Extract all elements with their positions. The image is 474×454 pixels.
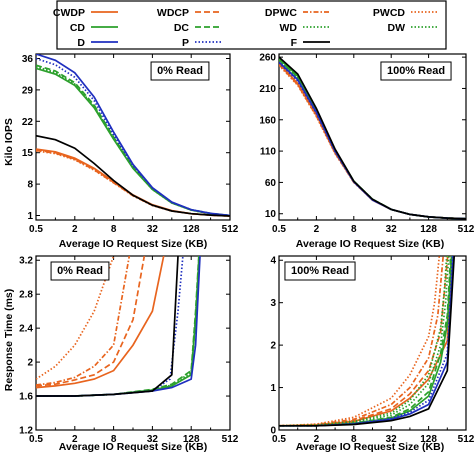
panel-2-xtick-label: 8: [111, 434, 117, 445]
legend-label-dpwc: DPWC: [265, 7, 297, 19]
panel-3-xtick-label: 512: [458, 434, 474, 445]
panel-2-xtick-label: 512: [222, 434, 239, 445]
panel-3-xtick-label: 2: [314, 434, 320, 445]
row1-ylabel: Kilo IOPS: [3, 118, 15, 166]
panel-1-ytick-label: 110: [260, 147, 277, 158]
panel-0-ytick-label: 29: [22, 85, 34, 96]
panel-2-ytick-label: 2.8: [19, 290, 33, 301]
panel-2-xtick-label: 128: [183, 434, 200, 445]
legend: CWDP WDCP DPWC PWCD CD DC WD DW D P F: [53, 0, 447, 50]
panel-0-annotation: 0% Read: [157, 65, 203, 77]
panel-3-frame: [278, 255, 467, 431]
panel-2-xtick-label: 32: [147, 434, 159, 445]
panel-0-xtick-label: 32: [147, 224, 159, 235]
panel-0-xtick-label: 8: [111, 224, 117, 235]
panel-1-xtick-label: 32: [386, 224, 398, 235]
panel-2-ytick-label: 2.4: [19, 324, 33, 335]
panel-3-xtick-label: 0.5: [272, 434, 286, 445]
panel-2-series-dpwc: [36, 256, 131, 386]
panel-2-ytick-label: 2: [27, 358, 33, 369]
legend-frame: [56, 0, 447, 50]
panel-3-ytick-label: 2: [270, 341, 276, 352]
panel-1-ytick-label: 60: [265, 178, 277, 189]
legend-label-cwdp: CWDP: [53, 7, 85, 19]
panel-0-xlabel: Average IO Request Size (KB): [59, 238, 207, 250]
panel-3-xtick-label: 8: [351, 434, 357, 445]
panel-3-ytick-label: 0: [270, 426, 276, 437]
panel-3-annotation-box: [284, 261, 356, 281]
panel-0-ytick-label: 8: [27, 180, 33, 191]
panel-2-xlabel: Average IO Request Size (KB): [59, 441, 207, 453]
panel-1-xtick-label: 2: [314, 224, 320, 235]
panel-2-annotation: 0% Read: [57, 265, 103, 277]
panel-1-ytick-label: 10: [265, 209, 277, 220]
panel-1-ytick-label: 160: [259, 115, 276, 126]
legend-label-p: P: [182, 37, 189, 49]
panel-2-series-pwcd: [36, 256, 115, 380]
panel-0-frame: [35, 53, 231, 221]
panel-1-xlabel: Average IO Request Size (KB): [296, 238, 444, 250]
panel-1-xtick-label: 8: [351, 224, 357, 235]
panel-0-xtick-label: 2: [72, 224, 78, 235]
legend-label-d: D: [77, 37, 85, 49]
panel-3-series-dw: [279, 256, 448, 427]
panel-1-ytick-label: 210: [259, 84, 276, 95]
panel-1-xtick-label: 0.5: [272, 224, 286, 235]
row2-ylabel: Response Time (ms): [3, 289, 15, 392]
panel-0-series-f: [36, 134, 230, 217]
panel-0-annotation-box: [150, 61, 210, 81]
panel-1-ytick-label: 260: [259, 53, 276, 64]
panel-3-xtick-label: 128: [420, 434, 437, 445]
panel-3-series-wdcp: [279, 256, 449, 427]
legend-label-dc: DC: [174, 22, 190, 34]
panel-2-xtick-label: 2: [72, 434, 78, 445]
panel-2-xtick-label: 0.5: [29, 434, 43, 445]
panel-2-annotation-box: [50, 261, 110, 281]
panel-1-frame: [278, 53, 467, 221]
panel-2-ytick-label: 1.6: [19, 392, 33, 403]
panel-2-series-wdcp: [36, 256, 146, 387]
legend-label-dw: DW: [388, 22, 406, 34]
panel-0-ytick-label: 22: [22, 117, 34, 128]
panel-3-annotation: 100% Read: [291, 265, 349, 277]
panel-latency-read: Average IO Request Size (KB) 0.5 2 8 32 128 5…: [270, 255, 474, 453]
panel-3-series-f: [279, 256, 456, 427]
panel-3-ytick-label: 4: [270, 256, 276, 267]
panel-3-xtick-label: 32: [386, 434, 398, 445]
panel-3-series-dpwc: [279, 256, 445, 427]
panel-0-xtick-label: 0.5: [29, 224, 43, 235]
panel-iops-write: Average IO Request Size (KB) 0.5 2 8 32 128 5…: [22, 53, 239, 250]
legend-label-f: F: [291, 37, 298, 49]
panel-1-annotation-box: [380, 61, 452, 81]
legend-label-pwcd: PWCD: [373, 7, 405, 19]
panel-2-ytick-label: 1.2: [19, 426, 33, 437]
panel-0-xtick-label: 128: [183, 224, 200, 235]
panel-2-frame: [35, 255, 231, 431]
panel-latency-write: Average IO Request Size (KB) 0.5 2 8 32 128 5…: [19, 255, 239, 453]
panel-2-series-f: [36, 256, 179, 397]
panel-3-ytick-label: 1: [270, 383, 276, 394]
panel-1-series-f: [279, 56, 466, 220]
panel-0-ytick-label: 15: [22, 148, 34, 159]
panel-0-xtick-label: 512: [222, 224, 239, 235]
legend-label-cd: CD: [70, 22, 86, 34]
panel-2-series-cwdp: [36, 256, 165, 389]
panel-2-ytick-label: 3.2: [19, 256, 33, 267]
panel-1-annotation: 100% Read: [387, 65, 445, 77]
panel-3-xlabel: Average IO Request Size (KB): [296, 441, 444, 453]
panel-0-ytick-label: 1: [27, 211, 33, 222]
legend-label-wd: WD: [280, 22, 298, 34]
panel-1-xtick-label: 512: [458, 224, 474, 235]
panel-0-ytick-label: 36: [22, 54, 34, 65]
panel-3-ytick-label: 3: [270, 298, 276, 309]
panel-1-xtick-label: 128: [420, 224, 437, 235]
panel-3-series-p: [279, 256, 454, 427]
panel-2-series-dw: [36, 256, 200, 397]
legend-label-wdcp: WDCP: [157, 7, 189, 19]
panel-0-series-p: [36, 57, 230, 217]
panel-iops-read: Average IO Request Size (KB) 0.5 2 8 32 128 5…: [259, 53, 474, 250]
